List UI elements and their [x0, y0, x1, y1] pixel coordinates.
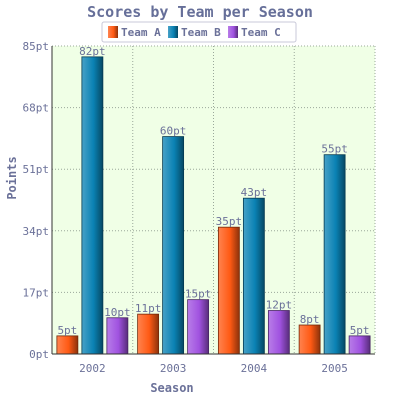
bar-team-a: [137, 313, 160, 355]
legend-entry: Team A: [121, 26, 161, 39]
bar-team-c: [267, 310, 290, 355]
x-tick-label: 2004: [241, 362, 268, 375]
legend-swatch: [108, 26, 118, 38]
bar-team-c: [348, 335, 371, 355]
bar-team-a: [217, 226, 240, 355]
x-tick-label: 2003: [160, 362, 187, 375]
bar-team-c: [106, 317, 129, 355]
chart-title: Scores by Team per Season: [87, 3, 313, 21]
data-label: 11pt: [135, 302, 162, 315]
bars: [56, 56, 371, 355]
legend: Team A Team B Team C: [101, 21, 297, 43]
bar-team-c: [187, 299, 210, 355]
legend-entry: Team C: [241, 26, 281, 39]
legend-swatch: [168, 26, 178, 38]
y-tick-label: 0pt: [29, 348, 49, 361]
bar-team-a: [56, 335, 79, 355]
legend-box: [101, 21, 297, 43]
x-axis-label: Season: [150, 381, 193, 395]
data-label: 82pt: [79, 45, 106, 58]
data-label: 55pt: [321, 143, 348, 156]
data-label: 12pt: [266, 299, 293, 312]
bar-team-b: [81, 56, 104, 355]
gridlines: [52, 45, 376, 354]
bar-team-a: [298, 324, 321, 355]
data-labels: 5pt 82pt 10pt 11pt 60pt 15pt 35pt 43pt 12pt 8pt 55…: [57, 45, 369, 337]
data-label: 8pt: [300, 313, 320, 326]
x-tick-label: 2002: [79, 362, 106, 375]
bar-team-b: [323, 154, 346, 355]
legend-entry: Team B: [181, 26, 221, 39]
data-label: 35pt: [216, 215, 243, 228]
data-label: 5pt: [350, 324, 370, 337]
y-tick-label: 17pt: [23, 286, 50, 299]
x-axis-ticks: 2002 2003 2004 2005: [79, 362, 348, 375]
y-tick-label: 68pt: [23, 102, 50, 115]
y-tick-label: 51pt: [23, 163, 50, 176]
y-axis-ticks: 0pt 17pt 34pt 51pt 68pt 85pt: [23, 40, 50, 361]
data-label: 10pt: [104, 306, 131, 319]
x-tick-label: 2005: [321, 362, 348, 375]
data-label: 15pt: [185, 288, 212, 301]
bar-team-b: [242, 197, 265, 355]
data-label: 43pt: [241, 186, 268, 199]
data-label: 60pt: [160, 125, 187, 138]
legend-swatch: [228, 26, 238, 38]
y-axis-label: Points: [5, 156, 19, 199]
bar-team-b: [162, 136, 185, 355]
y-tick-label: 34pt: [23, 225, 50, 238]
y-tick-label: 85pt: [23, 40, 50, 53]
data-label: 5pt: [57, 324, 77, 337]
